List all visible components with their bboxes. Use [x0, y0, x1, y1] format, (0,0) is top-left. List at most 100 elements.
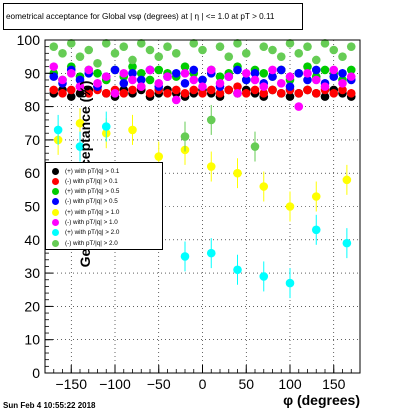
y-tick-label: 90 [24, 65, 40, 81]
data-point [128, 62, 137, 71]
data-point [198, 45, 207, 55]
data-point [215, 78, 225, 88]
legend-entry: (-) with pT/|q| > 0.5 [46, 197, 162, 207]
data-point [241, 69, 251, 78]
y-tick-label: 50 [24, 199, 40, 215]
data-point [241, 75, 251, 85]
data-point [285, 278, 295, 288]
legend-marker-dot [51, 229, 59, 237]
data-point [75, 75, 85, 85]
legend-marker [48, 239, 62, 247]
data-point [180, 69, 190, 78]
data-point [101, 72, 111, 81]
data-point [224, 52, 234, 61]
data-point [303, 62, 312, 71]
data-point [145, 45, 155, 55]
data-point [215, 42, 225, 51]
data-point [189, 85, 199, 95]
data-point [268, 72, 277, 81]
x-tick-label: −100 [99, 376, 131, 392]
data-point [180, 252, 190, 261]
x-tick-label: 150 [322, 376, 346, 392]
data-point [93, 78, 102, 88]
data-point [84, 88, 94, 98]
data-point [206, 115, 216, 125]
legend-marker-dot [51, 188, 59, 196]
data-point [75, 88, 85, 98]
legend-entry: (-) with pT/|q| > 1.0 [46, 218, 162, 228]
data-point [233, 65, 242, 75]
legend-entry: (-) with pT/|q| > 0.1 [46, 176, 162, 186]
y-tick-label: 40 [24, 232, 40, 248]
data-point [259, 69, 269, 78]
legend-label: (+) with pT/|q| > 0.1 [65, 167, 120, 175]
data-point [128, 55, 137, 65]
legend-entry: (+) with pT/|q| > 0.1 [46, 166, 162, 176]
data-point [329, 45, 339, 55]
data-point [49, 85, 59, 95]
data-point [84, 65, 94, 75]
data-point [303, 75, 312, 85]
data-point [338, 69, 347, 78]
data-point [163, 42, 172, 51]
data-point [49, 72, 59, 81]
data-point [75, 142, 85, 151]
data-point [311, 55, 321, 65]
legend-entry: (+) with pT/|q| > 2.0 [46, 228, 162, 238]
data-point [66, 92, 76, 101]
data-point [101, 122, 111, 131]
legend-marker [48, 177, 62, 185]
data-point [128, 69, 137, 78]
data-point [75, 82, 85, 91]
data-point [259, 88, 269, 98]
data-point [206, 162, 216, 171]
x-tick-label: 50 [238, 376, 254, 392]
data-point [171, 69, 181, 78]
data-point [180, 88, 190, 98]
data-point [311, 225, 321, 235]
data-point [241, 88, 251, 98]
y-tick-label: 10 [24, 332, 40, 348]
data-point [189, 39, 199, 48]
data-point [233, 39, 242, 48]
data-point [110, 65, 120, 75]
data-point [163, 88, 172, 98]
data-point [53, 125, 63, 135]
data-point [338, 85, 347, 95]
data-point [145, 75, 155, 85]
legend-marker-dot [51, 167, 59, 175]
data-point [311, 75, 321, 85]
legend-entry: (+) with pT/|q| > 1.0 [46, 207, 162, 217]
data-point [342, 238, 352, 248]
data-point [58, 75, 67, 85]
data-point [250, 69, 260, 78]
data-point [346, 72, 356, 81]
data-point [346, 65, 356, 75]
x-tick-label: 0 [199, 376, 207, 392]
data-point [259, 42, 269, 51]
data-point [250, 85, 260, 95]
data-point [189, 65, 199, 75]
data-point [163, 72, 172, 81]
data-point [329, 65, 339, 75]
x-axis-label: φ (degrees) [283, 392, 360, 408]
x-tick-label: −150 [55, 376, 87, 392]
data-point [110, 88, 120, 98]
data-point [154, 65, 164, 75]
data-point [241, 49, 251, 58]
data-point [311, 88, 321, 98]
x-tick-label: −50 [147, 376, 171, 392]
y-tick-label: 100 [17, 32, 41, 48]
data-point [294, 49, 304, 58]
data-point [224, 85, 234, 95]
legend-marker [48, 229, 62, 237]
y-tick-label: 30 [24, 265, 40, 281]
legend-label: (-) with pT/|q| > 1.0 [65, 219, 118, 226]
data-point [250, 142, 260, 151]
data-point [198, 75, 207, 85]
data-point [285, 72, 295, 81]
data-point [119, 88, 129, 98]
legend-label: (+) with pT/|q| > 1.0 [65, 208, 120, 216]
data-point [338, 52, 347, 61]
